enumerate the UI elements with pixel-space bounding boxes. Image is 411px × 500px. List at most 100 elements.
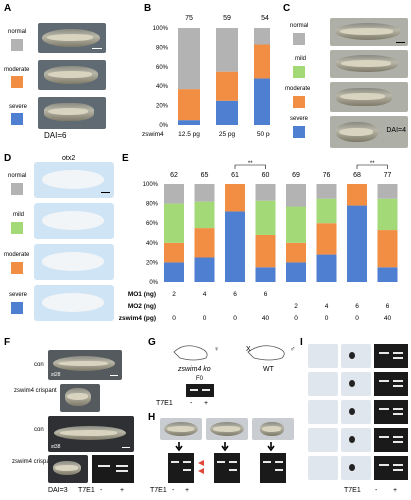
panel-label-d: D <box>4 153 12 164</box>
legend-label-severe: severe <box>290 116 309 122</box>
gel-band <box>275 461 283 463</box>
gel-band <box>190 389 198 391</box>
cleavage-arrows <box>198 460 204 474</box>
row-value: 6 <box>233 291 237 298</box>
embryo-shape <box>65 388 91 406</box>
eye-spot <box>349 436 355 443</box>
gel-band <box>393 413 403 415</box>
dai-label-f: DAI=3 <box>48 487 68 494</box>
eye-spot <box>349 380 355 387</box>
embryo-image-i-stained <box>341 400 371 424</box>
embryo-image-severe <box>38 97 106 129</box>
row-value: 6 <box>264 291 268 298</box>
bar-mild <box>316 198 337 224</box>
t7e1-label: T7E1 <box>156 400 173 407</box>
eye-spot <box>349 352 355 359</box>
y-tick-label: 40% <box>146 241 159 247</box>
bar-normal <box>316 184 337 199</box>
bar-mild <box>194 201 215 229</box>
plus-label: + <box>204 400 209 407</box>
stage-label: st38 <box>51 444 61 450</box>
row-value: 40 <box>262 315 270 322</box>
t7e1-label: T7E1 <box>78 487 95 494</box>
gel-band <box>229 469 237 471</box>
x-axis-label: zswim4 <box>142 131 164 138</box>
embryo-image-h3 <box>252 418 294 440</box>
swatch-severe <box>11 113 23 125</box>
y-tick-label: 0% <box>149 280 158 286</box>
embryo-shape <box>44 103 94 121</box>
embryo-shape <box>210 422 244 436</box>
scale-bar <box>92 48 102 49</box>
scale-bar <box>396 42 405 43</box>
bar-normal <box>377 184 398 199</box>
count-label: 68 <box>353 172 361 179</box>
label-crispant: zswim4 crispant <box>14 388 57 394</box>
bar-normal <box>178 28 200 90</box>
down-arrow-icon <box>221 442 229 452</box>
legend-label-normal: normal <box>290 23 309 29</box>
gel-band <box>229 461 237 463</box>
gel-band <box>393 441 403 443</box>
female-symbol: ♀ <box>214 346 220 353</box>
bar-severe <box>347 205 367 282</box>
bar-normal <box>255 184 276 201</box>
gel-image-g <box>186 384 214 397</box>
plus-label: + <box>185 487 190 494</box>
embryo-image-i-stained <box>341 456 371 480</box>
stained-embryo-mild <box>34 203 114 239</box>
panel-label-g: G <box>148 337 156 348</box>
plus-label: + <box>393 487 398 494</box>
minus-label: - <box>172 487 175 494</box>
bar-mild <box>255 200 276 235</box>
embryo-shape <box>336 122 378 142</box>
y-tick-label: 80% <box>146 202 159 208</box>
stained-embryo-moderate <box>34 244 114 280</box>
embryo-image-con-st38: st38 <box>48 416 134 452</box>
row-value: 0 <box>325 315 329 322</box>
embryo-shape <box>260 422 284 436</box>
scale-bar <box>101 192 110 193</box>
embryo-image-mild <box>330 50 408 78</box>
count-label: 59 <box>223 15 231 22</box>
swatch-normal <box>11 183 23 195</box>
swatch-mild <box>11 222 23 234</box>
bar-severe <box>316 254 337 282</box>
frog-drawings <box>173 345 285 361</box>
bar-moderate <box>316 223 337 255</box>
minus-label: - <box>100 487 103 494</box>
significance-bracket <box>234 164 266 169</box>
left-arrow-icon <box>198 468 204 474</box>
panel-label-b: B <box>144 3 152 14</box>
bar-moderate <box>178 89 200 121</box>
embryo-image-i <box>308 428 338 452</box>
gel-band <box>393 357 403 359</box>
embryo-image-h1 <box>160 418 202 440</box>
panel-label-f: F <box>4 337 11 348</box>
row-value: 6 <box>386 303 390 310</box>
bar-moderate <box>164 242 184 263</box>
gel-image-i <box>374 372 408 396</box>
label-crispant: zswim4 crispant <box>12 459 55 465</box>
y-tick-label: 100% <box>143 182 159 188</box>
bar-severe <box>164 262 184 282</box>
stained-embryo-severe <box>34 285 114 321</box>
gel-band <box>183 461 191 463</box>
row-label: zswim4 (pg) <box>119 315 156 322</box>
gel-image-i <box>374 428 408 452</box>
bar-moderate <box>286 242 306 263</box>
gel-band <box>202 389 210 391</box>
embryo-image-crispant-st38 <box>48 455 88 483</box>
row-value: 4 <box>203 291 207 298</box>
wt-label: WT <box>263 366 274 373</box>
row-value: 0 <box>294 315 298 322</box>
gel-image-i <box>374 344 408 368</box>
gel-band <box>393 464 403 466</box>
embryo-shape <box>53 356 115 371</box>
embryo-image-i-stained <box>341 344 371 368</box>
gel-band <box>393 380 403 382</box>
label-con: con <box>34 362 44 368</box>
embryo-image-i <box>308 372 338 396</box>
y-tick-label: 80% <box>156 45 169 51</box>
arrows <box>175 442 275 452</box>
